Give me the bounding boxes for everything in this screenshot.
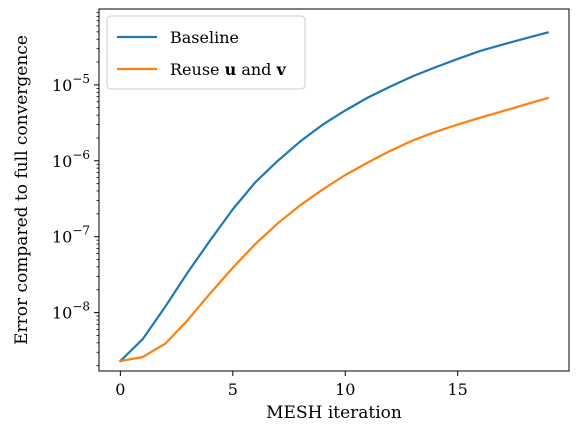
y-tick-label: 10−7 [52, 224, 90, 247]
x-tick-label: 0 [115, 380, 125, 399]
y-tick-label: 10−5 [52, 72, 90, 95]
x-tick-label: 15 [448, 380, 468, 399]
legend-label-1: Reuse u and v [170, 60, 287, 79]
y-tick-label: 10−8 [52, 300, 90, 323]
plot-frame [98, 8, 570, 372]
legend: Baseline Reuse u and v [106, 15, 306, 90]
y-tick-label: 10−6 [52, 148, 90, 171]
plot-area [118, 31, 550, 363]
legend-box [106, 15, 306, 90]
x-tick-label: 5 [228, 380, 238, 399]
series-line-1 [119, 96, 550, 363]
x-axis-label: MESH iteration [266, 403, 402, 423]
y-axis-label: Error compared to full convergence [12, 35, 32, 345]
x-axis: 0 5 10 15 [115, 371, 468, 399]
series-line-0 [118, 31, 549, 363]
y-axis: 10−8 10−7 10−6 10−5 [52, 12, 99, 367]
legend-label-0: Baseline [170, 28, 239, 47]
x-tick-label: 10 [335, 380, 355, 399]
